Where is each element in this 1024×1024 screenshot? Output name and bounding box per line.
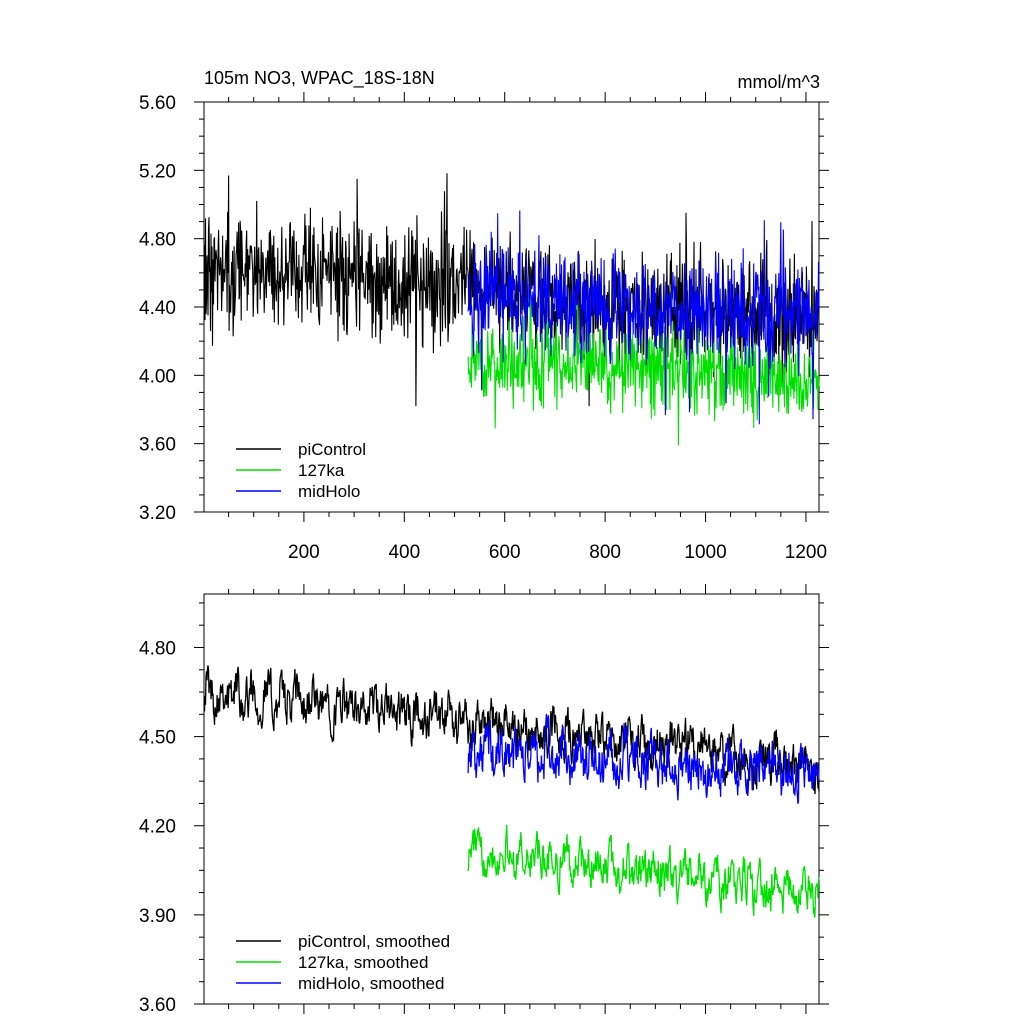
bottom-chart-series-group [203,665,820,918]
bottom-chart-axes: 3.60 3.90 4.20 4.50 4.80 [139,584,829,1016]
top-series-line-midholo [467,210,820,425]
bottom-series-line-127ka-smoothed [467,824,820,918]
top-chart-units: mmol/m^3 [738,72,820,92]
bottom-chart-legend: piControl, smoothed 127ka, smoothed midHol… [236,932,450,993]
top-y-tick-label: 4.80 [139,230,176,251]
bottom-series-line-midholo-smoothed [467,713,820,805]
top-series-line-127ka [467,288,820,446]
top-y-tick-label: 4.40 [139,298,176,319]
top-x-tick-label: 200 [288,542,320,563]
bottom-y-tick-label: 4.80 [139,638,176,659]
top-chart-series-group [203,173,820,446]
bottom-y-tick-label: 3.90 [139,906,176,927]
top-x-tick-label: 400 [388,542,420,563]
top-y-tick-label: 3.20 [139,503,176,524]
top-y-tick-label: 5.20 [139,161,176,182]
top-legend-label: 127ka [298,461,345,480]
bottom-legend-label: midHolo, smoothed [298,974,444,993]
top-legend-label: piControl [298,440,366,459]
bottom-series-line-picontrol-smoothed [203,665,820,795]
top-chart-legend: piControl 127ka midHolo [236,440,366,501]
bottom-legend-label: piControl, smoothed [298,932,450,951]
bottom-chart-panel: 3.60 3.90 4.20 4.50 4.80 piControl, smoothed… [139,584,829,1016]
bottom-y-tick-label: 4.50 [139,728,176,749]
bottom-legend-label: 127ka, smoothed [298,953,428,972]
top-x-tick-label: 1200 [785,542,827,563]
top-x-tick-label: 1000 [684,542,726,563]
top-chart-axes: 3.20 3.60 4.00 4.40 4.80 5.20 5.60 200 400 600 800… [139,92,829,563]
top-x-tick-label: 600 [489,542,521,563]
top-chart-title: 105m NO3, WPAC_18S-18N [204,68,435,89]
top-y-tick-label: 3.60 [139,435,176,456]
bottom-chart-plot-area [203,593,820,1005]
top-chart-panel: 105m NO3, WPAC_18S-18N mmol/m^3 3.20 3.60… [139,68,829,563]
top-x-tick-label: 800 [589,542,621,563]
bottom-y-tick-label: 3.60 [139,995,176,1016]
top-y-tick-label: 4.00 [139,366,176,387]
top-y-tick-label: 5.60 [139,93,176,114]
top-legend-label: midHolo [298,482,360,501]
bottom-y-tick-label: 4.20 [139,817,176,838]
